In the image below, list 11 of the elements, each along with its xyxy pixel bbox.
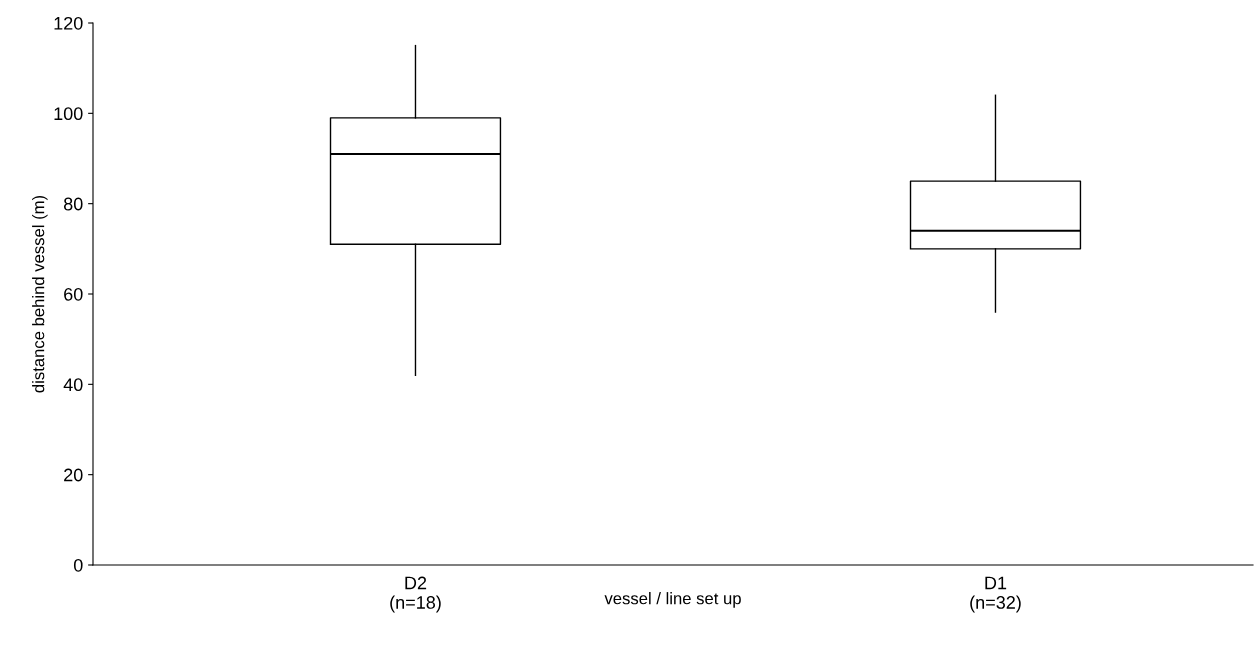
- y-tick-label: 120: [54, 16, 83, 30]
- y-tick-label: 0: [73, 558, 83, 572]
- y-tick-label: 80: [63, 197, 83, 211]
- y-axis-title: distance behind vessel (m): [32, 195, 48, 393]
- y-tick-label: 60: [64, 287, 83, 301]
- y-tick-label: 20: [64, 468, 83, 482]
- x-tick-label: D1 (n=32): [970, 576, 1021, 613]
- x-axis-title: vessel / line set up: [604, 592, 741, 608]
- x-tick-label: D2 (n=18): [390, 576, 441, 613]
- y-tick-label: 100: [54, 107, 83, 121]
- y-tick-label: 40: [63, 378, 83, 392]
